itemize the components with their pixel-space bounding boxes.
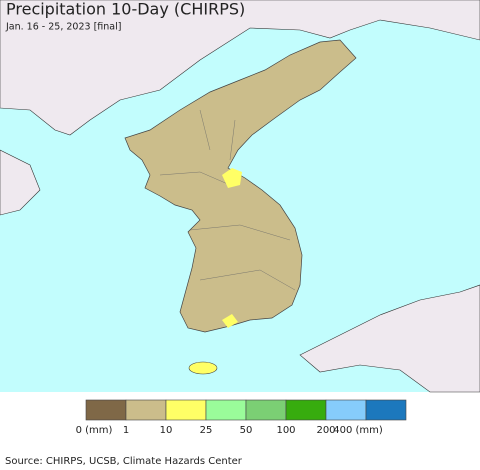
land-north — [0, 0, 480, 136]
legend-swatch — [165, 399, 207, 421]
land-japan — [299, 284, 480, 393]
land-west — [0, 149, 41, 216]
legend-swatch — [125, 399, 167, 421]
legend-swatch — [365, 399, 407, 421]
legend-label: 50 — [240, 425, 253, 436]
legend-label: 400 (mm) — [333, 425, 383, 436]
legend-swatch — [285, 399, 327, 421]
legend-label: 25 — [200, 425, 213, 436]
subtitle: Jan. 16 - 25, 2023 [final] — [5, 22, 121, 33]
legend-label: 10 — [160, 425, 173, 436]
wet-spot — [222, 314, 238, 328]
legend-label: 100 — [276, 425, 295, 436]
province-borders — [159, 109, 296, 291]
jeju-island — [188, 361, 218, 375]
legend-label: 1 — [123, 425, 129, 436]
title: Precipitation 10-Day (CHIRPS) — [6, 0, 245, 19]
legend-swatch — [85, 399, 127, 421]
land-korea — [124, 39, 357, 333]
legend-swatch — [325, 399, 367, 421]
wet-spot — [222, 168, 242, 188]
legend-label: 200 — [316, 425, 335, 436]
legend-label: 0 (mm) — [76, 425, 113, 436]
source: Source: CHIRPS, UCSB, Climate Hazards Ce… — [5, 456, 243, 467]
legend-swatch — [205, 399, 247, 421]
legend-swatch — [245, 399, 287, 421]
